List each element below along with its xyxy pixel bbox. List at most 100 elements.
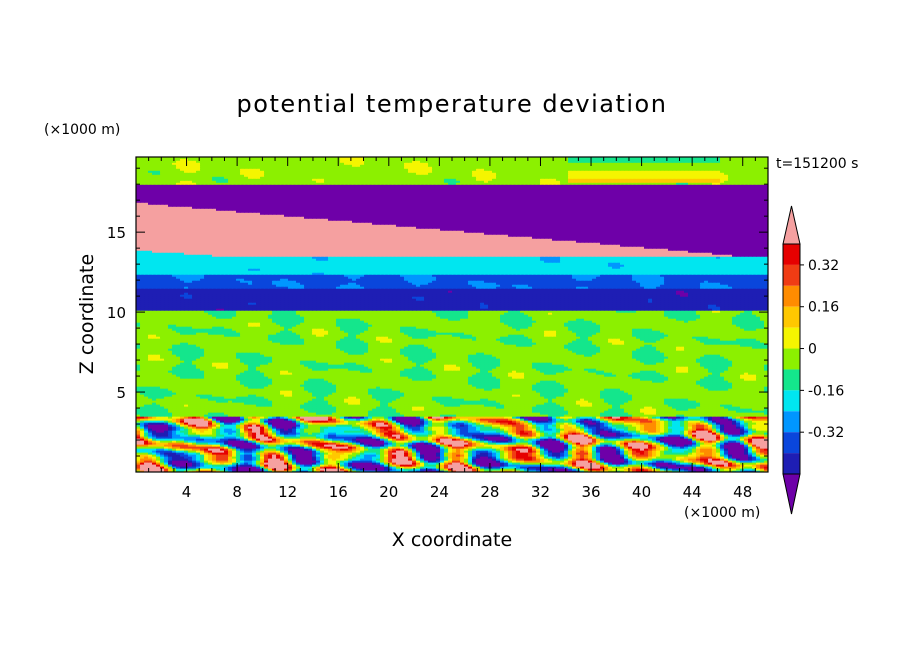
field-cell (516, 466, 521, 469)
field-cell (140, 446, 145, 449)
field-cell (752, 454, 757, 457)
field-cell (388, 450, 393, 453)
field-cell (272, 466, 277, 469)
field-cell (628, 434, 633, 437)
field-cell (640, 470, 645, 472)
field-cell (660, 436, 665, 439)
field-cell (456, 460, 461, 463)
field-cell (164, 462, 169, 465)
field-cell (336, 456, 341, 459)
field-cell (292, 428, 297, 431)
field-cell (592, 456, 597, 459)
field-cell (604, 450, 609, 453)
field-cell (752, 458, 757, 461)
field-cell (540, 458, 545, 461)
field-cell (412, 448, 417, 451)
field-cell (500, 458, 505, 461)
field-cell (692, 440, 697, 443)
field-cell (324, 442, 329, 445)
field-cell (272, 468, 277, 471)
field-cell (608, 436, 613, 439)
field-cell (240, 426, 245, 429)
field-cell (432, 430, 437, 433)
field-cell (244, 446, 249, 449)
field-cell (308, 464, 313, 467)
field-cell (276, 434, 281, 437)
field-cell (240, 434, 245, 437)
field-cell (628, 466, 633, 469)
field-cell (440, 446, 445, 449)
field-cell (168, 436, 173, 439)
field-cell (684, 452, 689, 455)
field-cell (188, 454, 193, 457)
field-cell (400, 448, 405, 451)
time-label: t=151200 s (776, 156, 858, 172)
field-cell (172, 460, 177, 463)
field-cell (192, 446, 197, 449)
field-cell (672, 434, 677, 437)
field-cell (684, 448, 689, 451)
field-cell (180, 448, 185, 451)
field-cell (392, 432, 397, 435)
field-cell (400, 434, 405, 437)
field-cell (552, 454, 557, 457)
field-cell (708, 440, 713, 443)
field-cell (580, 428, 585, 431)
field-cell (168, 428, 173, 431)
field-cell (136, 442, 141, 445)
field-cell (548, 454, 553, 457)
field-cell (708, 448, 713, 451)
field-cell (720, 430, 725, 433)
field-cell (328, 438, 333, 441)
field-cell (244, 466, 249, 469)
field-cell (356, 466, 361, 469)
field-cell (520, 452, 525, 455)
field-cell (256, 448, 261, 451)
field-cell (348, 442, 353, 445)
field-cell (712, 458, 717, 461)
field-cell (368, 464, 373, 467)
field-cell (336, 438, 341, 441)
field-cell (756, 428, 761, 431)
field-cell (320, 436, 325, 439)
field-cell (620, 446, 625, 449)
field-cell (420, 424, 425, 427)
field-cell (560, 438, 565, 441)
field-cell (384, 452, 389, 455)
field-cell (760, 426, 765, 429)
field-cell (460, 432, 465, 435)
field-cell (324, 436, 329, 439)
field-cell (488, 450, 493, 453)
field-cell (740, 444, 745, 447)
field-cell (476, 454, 481, 457)
field-cell (580, 456, 585, 459)
field-cell (512, 470, 517, 472)
field-cell (392, 466, 397, 469)
field-cell (644, 426, 649, 429)
field-cell (284, 442, 289, 445)
field-cell (364, 460, 369, 463)
field-cell (280, 462, 285, 465)
field-cell (580, 426, 585, 429)
field-cell (484, 436, 489, 439)
field-cell (220, 444, 225, 447)
field-cell (760, 456, 765, 459)
field-cell (520, 450, 525, 453)
field-cell (284, 444, 289, 447)
field-cell (416, 440, 421, 443)
field-cell (520, 470, 525, 472)
field-cell (664, 470, 669, 472)
field-cell (364, 432, 369, 435)
field-cell (556, 468, 561, 471)
field-cell (228, 428, 233, 431)
field-cell (356, 448, 361, 451)
field-cell (492, 428, 497, 431)
field-cell (552, 464, 557, 467)
field-cell (328, 424, 333, 427)
field-cell (268, 422, 273, 425)
field-cell (292, 464, 297, 467)
field-cell (280, 470, 285, 472)
field-cell (352, 436, 357, 439)
field-cell (312, 422, 317, 425)
field-cell (212, 442, 217, 445)
